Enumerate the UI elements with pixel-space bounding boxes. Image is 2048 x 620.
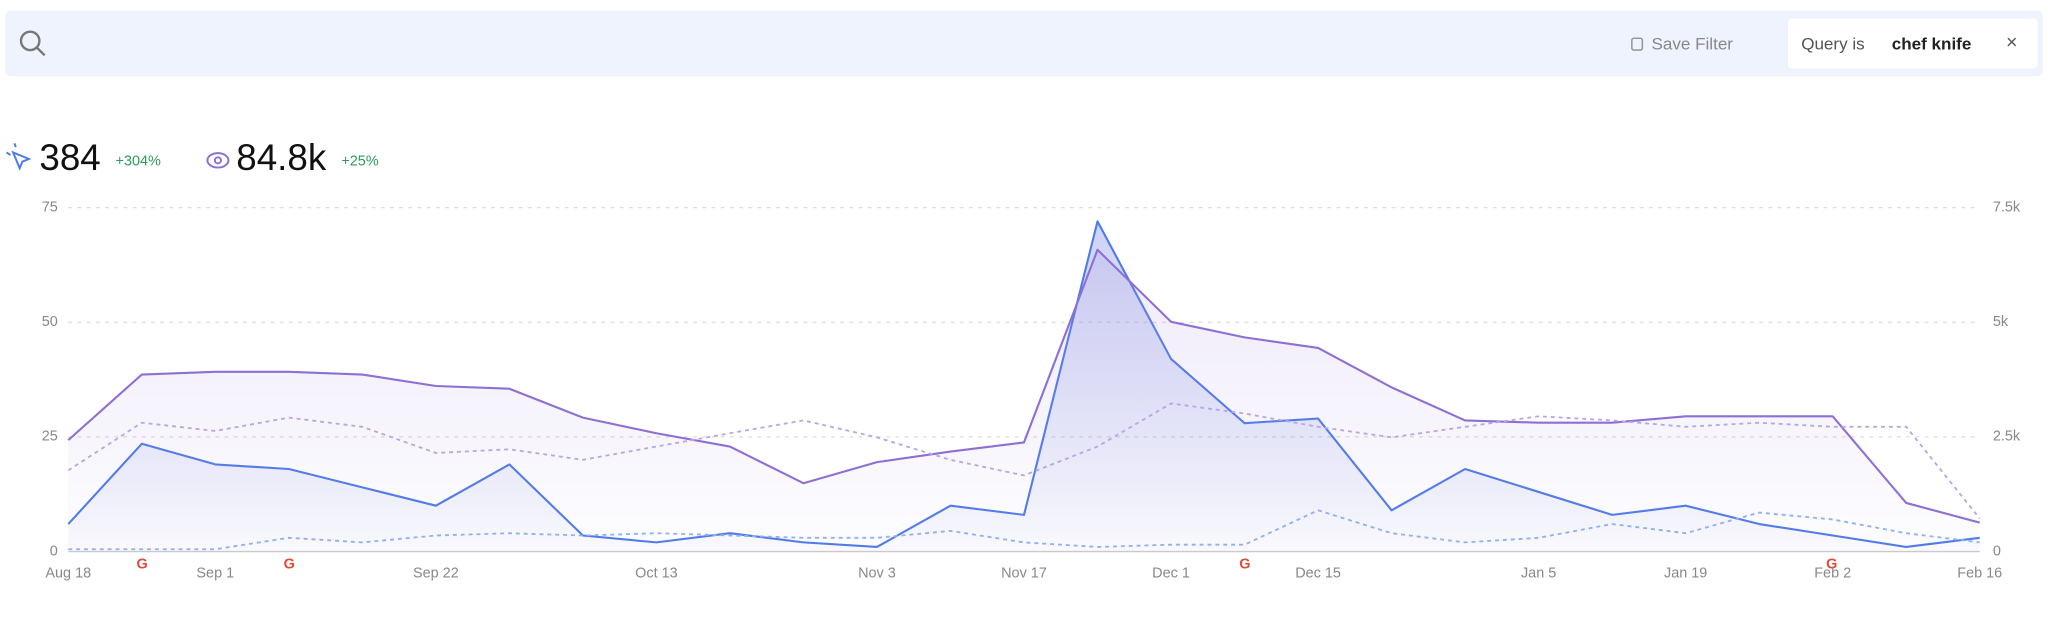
y2-tick-label: 7.5k — [1993, 199, 2021, 215]
y2-tick-label: 2.5k — [1993, 429, 2021, 445]
annotation-icons[interactable]: G G G G — [137, 556, 1838, 572]
clicks-total: 384 — [39, 137, 100, 178]
filter-value: chef knife — [1892, 34, 1972, 53]
series-line — [68, 509, 1980, 551]
plot: 0 25 50 75 0 2.5k 5k 7.5k Aug 18 Sep 1 Sep 22 Oct 1… — [42, 199, 2021, 581]
x-tick-label: Sep 22 — [413, 566, 459, 582]
x-tick-label: Jan 19 — [1664, 566, 1707, 582]
search-bar[interactable] — [5, 10, 2043, 77]
impressions-change: +25% — [341, 153, 378, 169]
y-tick-label: 75 — [42, 199, 58, 215]
x-tick-label: Nov 3 — [858, 566, 896, 582]
clicks-change: +304% — [116, 153, 162, 169]
area — [68, 249, 1980, 552]
x-tick-label: Dec 1 — [1152, 566, 1190, 582]
y-tick-label: 0 — [50, 543, 58, 559]
x-tick-label: Nov 17 — [1001, 566, 1047, 582]
x-tick-label: Feb 16 — [1957, 566, 2002, 582]
clicks-icon — [6, 142, 32, 171]
y2-tick-label: 0 — [1993, 543, 2001, 559]
annotation-icon[interactable]: G — [137, 556, 148, 572]
save-icon[interactable] — [1631, 37, 1644, 51]
filter-close[interactable]: × — [2006, 32, 2018, 54]
x-tick-label: Aug 18 — [45, 566, 91, 582]
x-tick-label: Dec 15 — [1295, 566, 1341, 582]
impressions-icon — [206, 152, 230, 169]
annotation-icon[interactable]: G — [1826, 556, 1837, 572]
x-tick-label: Jan 5 — [1521, 566, 1556, 582]
x-tick-label: Sep 1 — [196, 566, 234, 582]
filter-chip[interactable] — [1788, 18, 2038, 69]
x-tick-label: Feb 2 — [1814, 566, 1851, 582]
y-tick-label: 25 — [42, 429, 58, 445]
save-filter[interactable]: Save Filter — [1652, 34, 1734, 53]
annotation-icon[interactable]: G — [1239, 556, 1250, 572]
impressions-total: 84.8k — [236, 137, 327, 178]
filter-prefix: Query is — [1801, 34, 1864, 53]
annotation-icon[interactable]: G — [284, 556, 295, 572]
series-line — [67, 402, 1981, 520]
y-tick-label: 50 — [42, 314, 58, 330]
search-icon[interactable] — [19, 30, 46, 57]
x-tick-label: Oct 13 — [635, 566, 678, 582]
y2-tick-label: 5k — [1993, 314, 2009, 330]
series-line — [67, 248, 1981, 524]
